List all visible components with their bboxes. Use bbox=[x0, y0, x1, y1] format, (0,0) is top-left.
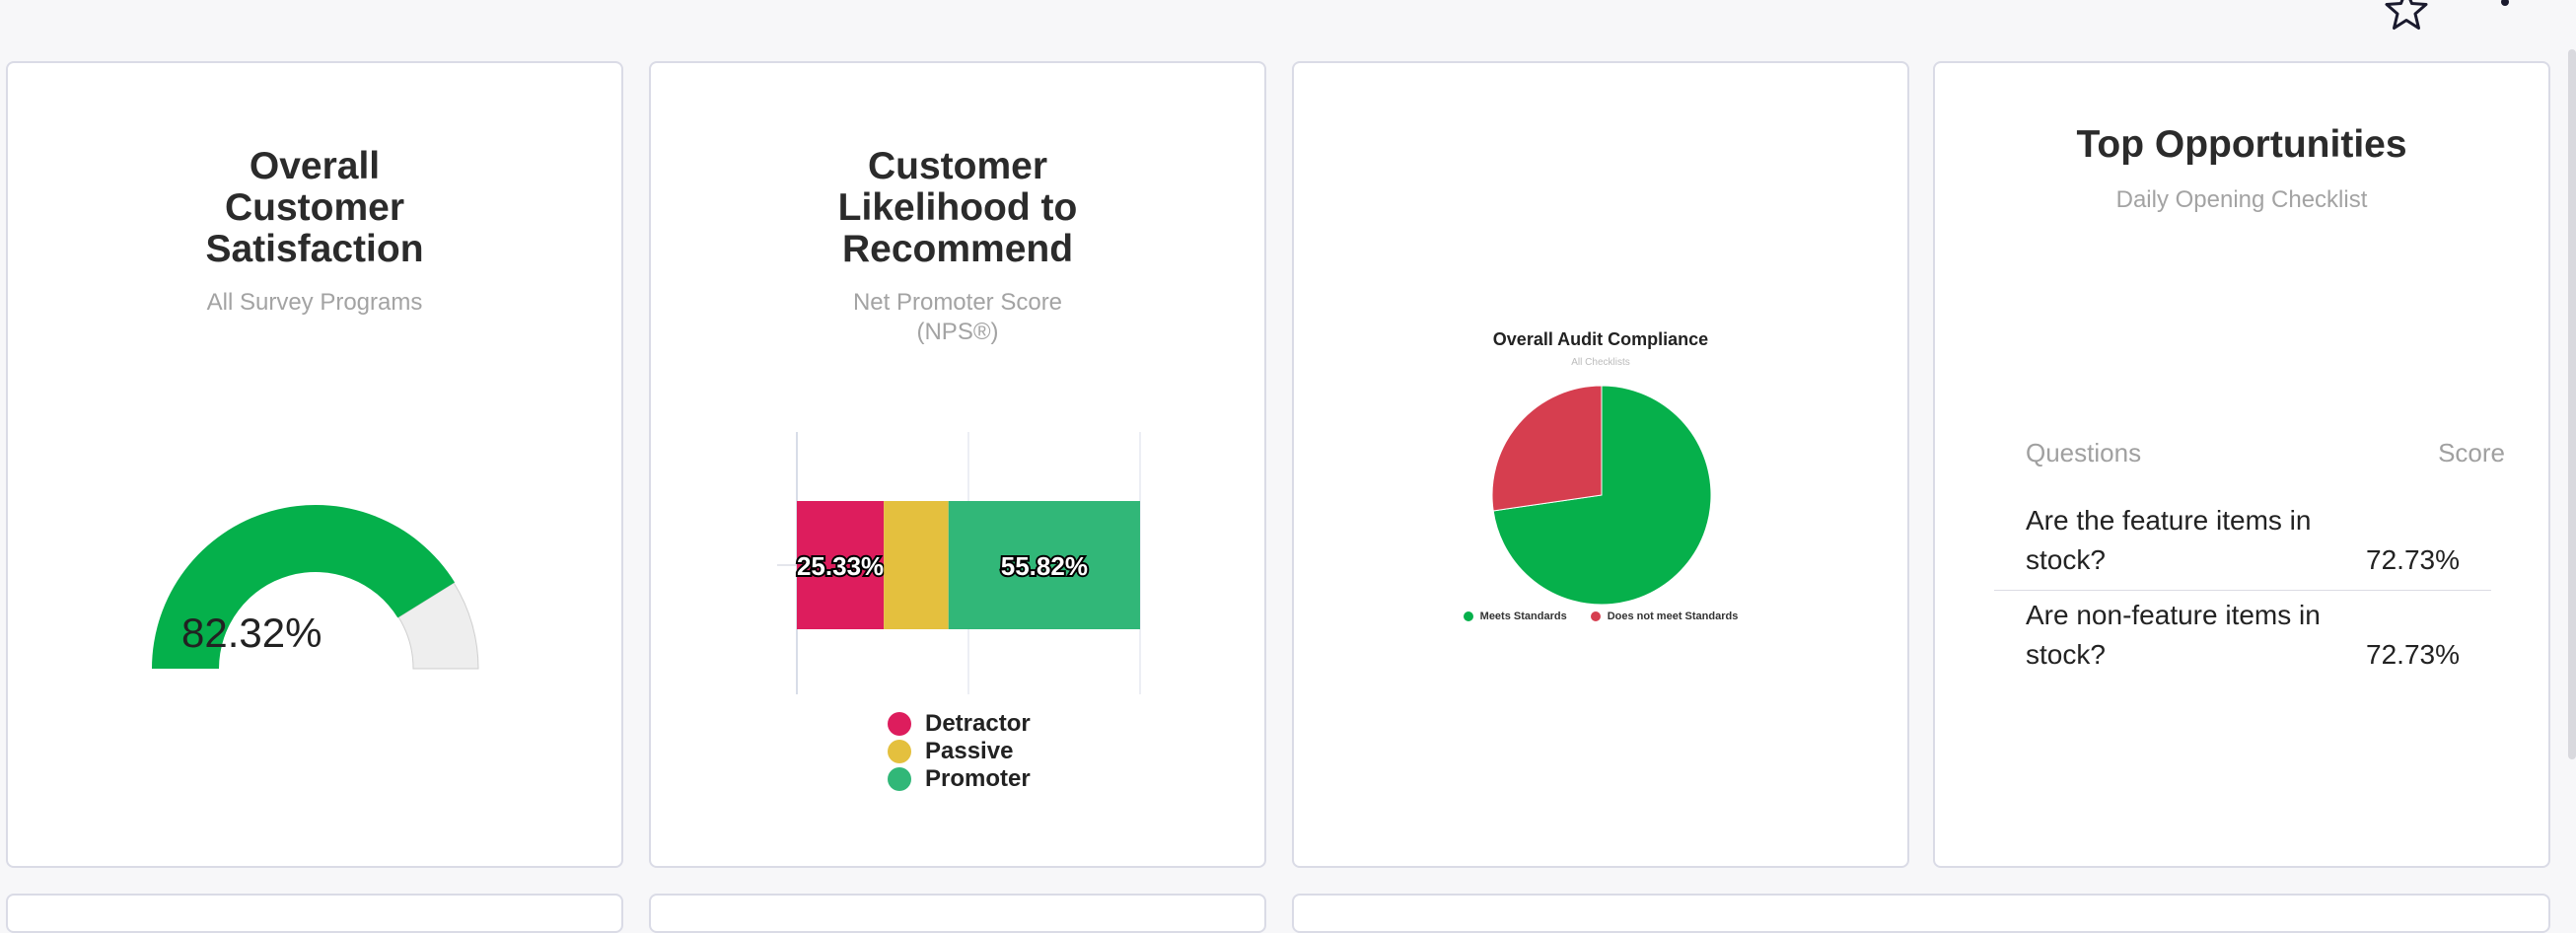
legend-swatch bbox=[888, 740, 911, 763]
pie-legend: Meets Standards Does not meet Standards bbox=[1294, 610, 1907, 622]
pie-slice bbox=[1491, 385, 1603, 512]
star-outline-icon[interactable] bbox=[2383, 0, 2430, 34]
card-subtitle: Net Promoter Score (NPS®) bbox=[852, 289, 1063, 345]
card-title: Overall Customer Satisfaction bbox=[205, 145, 424, 270]
legend-item-passive: Passive bbox=[888, 738, 1013, 765]
legend-item-meets: Meets Standards bbox=[1463, 610, 1567, 622]
table-row: Are non-feature items in stock? 72.73% bbox=[1994, 596, 2491, 684]
more-vert-icon[interactable] bbox=[2481, 0, 2529, 34]
gauge-value: 82.32% bbox=[181, 610, 322, 656]
satisfaction-gauge bbox=[152, 505, 479, 670]
score-value: 72.73% bbox=[2366, 639, 2460, 670]
next-card-wide bbox=[1292, 894, 2550, 933]
legend-item-promoter: Promoter bbox=[888, 765, 1031, 793]
card-title: Top Opportunities bbox=[2076, 123, 2407, 166]
data-label: 25.33% bbox=[797, 551, 884, 581]
column-header-score: Score bbox=[2438, 438, 2505, 467]
legend-swatch bbox=[888, 767, 911, 791]
bar-segment-passive bbox=[884, 501, 949, 629]
next-card bbox=[6, 894, 623, 933]
audit-pie-chart bbox=[1491, 385, 1712, 606]
legend-swatch bbox=[1590, 611, 1601, 621]
card-subtitle: Daily Opening Checklist bbox=[2115, 186, 2368, 213]
column-header-questions: Questions bbox=[2026, 438, 2142, 467]
scrollbar[interactable] bbox=[2568, 49, 2576, 759]
pie-chart-subtitle: All Checklists bbox=[1571, 357, 1630, 368]
question-text: Are non-feature items in stock? bbox=[2026, 600, 2321, 670]
nps-card: Customer Likelihood to Recommend Net Pro… bbox=[649, 61, 1266, 868]
table-row: Are the feature items in stock? 72.73% bbox=[1994, 501, 2491, 591]
legend-swatch bbox=[1463, 611, 1473, 621]
pie-slice bbox=[1492, 385, 1712, 606]
satisfaction-card: Overall Customer Satisfaction All Survey… bbox=[6, 61, 623, 868]
legend-item-not-meets: Does not meet Standards bbox=[1590, 610, 1738, 622]
pie-chart-title: Overall Audit Compliance bbox=[1492, 329, 1709, 349]
bar-segment-detractor bbox=[797, 501, 885, 629]
next-card bbox=[649, 894, 1266, 933]
bar-segment-promoter bbox=[948, 501, 1140, 629]
card-subtitle: All Survey Programs bbox=[206, 289, 423, 316]
opportunities-card: Top Opportunities Daily Opening Checklis… bbox=[1933, 61, 2550, 868]
score-value: 72.73% bbox=[2366, 544, 2460, 575]
question-text: Are the feature items in stock? bbox=[2026, 505, 2312, 575]
legend-item-detractor: Detractor bbox=[888, 710, 1031, 738]
legend-swatch bbox=[888, 712, 911, 736]
data-label: 55.82% bbox=[1001, 551, 1088, 581]
card-title: Customer Likelihood to Recommend bbox=[837, 145, 1078, 270]
audit-card: Overall Audit Compliance All Checklists … bbox=[1292, 61, 1909, 868]
nps-bar-chart: 25.33%55.82%050100 bbox=[777, 432, 1141, 694]
